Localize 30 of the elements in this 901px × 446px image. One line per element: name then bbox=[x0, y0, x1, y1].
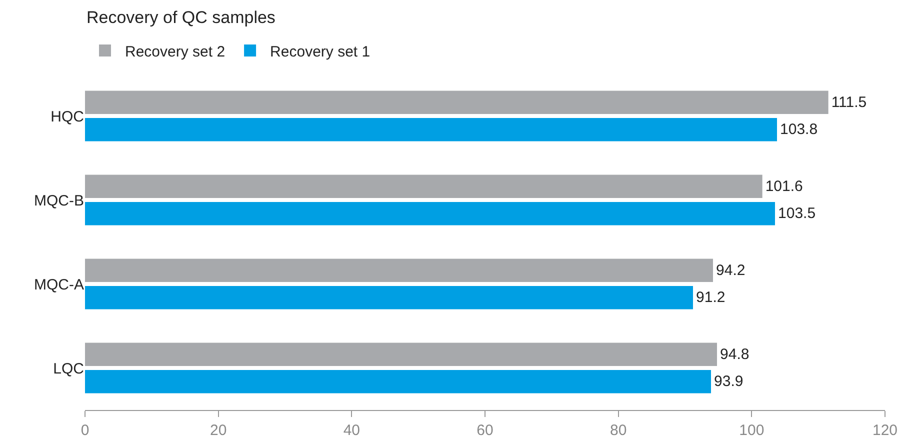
y-tick-label: HQC bbox=[50, 108, 84, 126]
x-tick-label: 20 bbox=[210, 422, 227, 439]
chart-title: Recovery of QC samples bbox=[86, 8, 276, 28]
y-tick-label: MQC-B bbox=[34, 192, 84, 210]
data-label: 93.9 bbox=[714, 373, 744, 390]
bar bbox=[85, 370, 711, 394]
y-tick-label: MQC-A bbox=[34, 276, 84, 294]
data-label: 103.8 bbox=[780, 121, 818, 138]
bar bbox=[85, 118, 777, 142]
data-label: 101.6 bbox=[765, 178, 803, 195]
x-tick-label: 120 bbox=[872, 422, 898, 439]
legend-label: Recovery set 1 bbox=[270, 43, 370, 60]
bar bbox=[85, 174, 762, 198]
bar bbox=[85, 342, 717, 366]
data-label: 94.2 bbox=[716, 262, 746, 279]
data-label: 91.2 bbox=[696, 289, 726, 306]
data-label: 94.8 bbox=[720, 346, 750, 363]
bar bbox=[85, 286, 693, 310]
y-tick-label: LQC bbox=[53, 360, 84, 378]
data-label: 111.5 bbox=[831, 94, 867, 111]
legend-label: Recovery set 2 bbox=[125, 43, 226, 60]
bar bbox=[85, 258, 713, 282]
x-tick-label: 80 bbox=[610, 422, 627, 439]
bar bbox=[85, 202, 775, 226]
x-tick-label: 40 bbox=[343, 422, 360, 439]
x-tick-label: 0 bbox=[80, 422, 90, 439]
x-tick-label: 100 bbox=[739, 422, 764, 439]
bar bbox=[85, 90, 828, 114]
x-tick-label: 60 bbox=[476, 422, 494, 439]
data-label: 103.5 bbox=[778, 205, 816, 222]
